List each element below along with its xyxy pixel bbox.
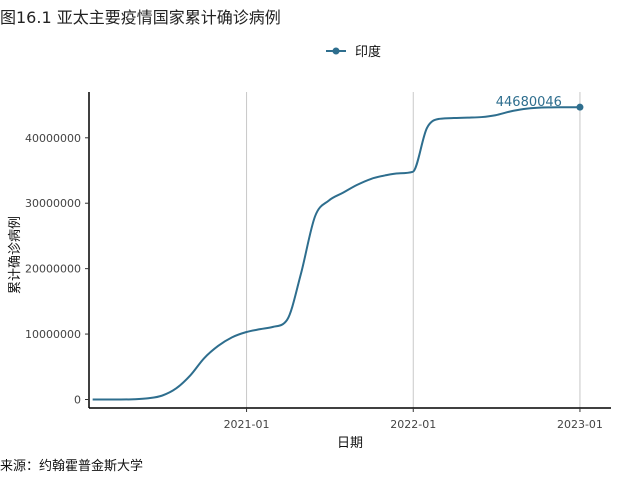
y-tick-label: 40000000 bbox=[25, 132, 81, 145]
series-layer: 44680046 bbox=[92, 95, 584, 401]
x-ticks: 2021-01 2022-01 2023-01 bbox=[224, 408, 603, 431]
y-ticks: 0 10000000 20000000 30000000 40000000 bbox=[25, 132, 89, 406]
series-end-label: 44680046 bbox=[496, 95, 562, 110]
legend-label-india: 印度 bbox=[355, 44, 381, 60]
series-line-india bbox=[92, 106, 581, 401]
x-axis-title: 日期 bbox=[337, 436, 363, 451]
x-tick-label: 2023-01 bbox=[557, 418, 603, 431]
legend-point-marker bbox=[332, 47, 340, 55]
series-end-point bbox=[576, 103, 584, 111]
axes bbox=[88, 92, 611, 409]
y-axis-title: 累计确诊病例 bbox=[8, 216, 23, 294]
y-tick-label: 30000000 bbox=[25, 197, 81, 210]
gridlines bbox=[246, 92, 581, 408]
y-tick-label: 0 bbox=[74, 393, 81, 406]
y-tick-label: 10000000 bbox=[25, 328, 81, 341]
y-tick-label: 20000000 bbox=[25, 263, 81, 276]
x-tick-label: 2022-01 bbox=[390, 418, 436, 431]
legend: 印度 bbox=[326, 44, 381, 60]
x-tick-label: 2021-01 bbox=[224, 418, 270, 431]
chart-title: 图16.1 亚太主要疫情国家累计确诊病例 bbox=[0, 8, 281, 27]
source-note: 来源：约翰霍普金斯大学 bbox=[0, 459, 144, 474]
